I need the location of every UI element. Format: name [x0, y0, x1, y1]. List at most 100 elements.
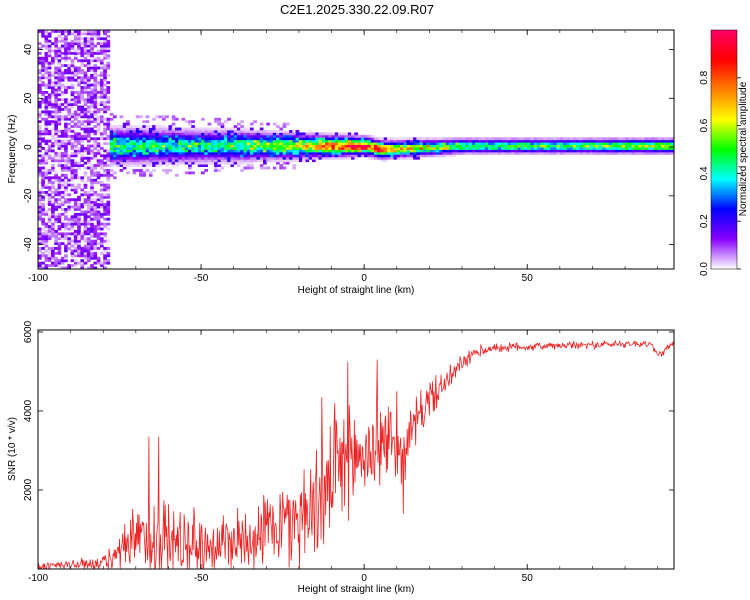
spectrogram-cell	[44, 222, 49, 226]
spectrogram-cell	[462, 137, 466, 141]
spectrogram-cell	[279, 134, 284, 138]
spectrogram-cell	[210, 147, 215, 150]
spectrogram-cell	[158, 156, 163, 160]
spectrogram-cell	[563, 147, 567, 150]
spectrogram-cell	[165, 169, 169, 172]
spectrogram-cell	[250, 129, 254, 133]
spectrogram-cell	[517, 149, 522, 153]
spectrogram-cell	[393, 147, 398, 150]
spectrogram-cell	[191, 129, 195, 133]
spectrogram-cell	[325, 134, 329, 138]
spectrogram-cell	[135, 142, 140, 146]
spectrogram-cell	[99, 237, 104, 241]
spectrogram-cell	[321, 144, 326, 148]
spectrogram-cell	[67, 86, 72, 89]
spectrogram-cell	[152, 117, 156, 121]
spectrogram-cell	[243, 166, 248, 170]
spectrogram-cell	[520, 151, 525, 155]
spectrogram-cell	[142, 139, 147, 143]
spectrogram-cell	[113, 129, 117, 133]
spectrogram-cell	[64, 37, 68, 41]
spectrogram-cell	[243, 156, 248, 160]
spectrogram-cell	[142, 137, 147, 141]
spectrogram-cell	[77, 51, 81, 55]
spectrogram-cell	[51, 144, 55, 148]
spectrogram-cell	[109, 147, 114, 150]
spectrogram-cell	[354, 144, 359, 148]
spectrogram-cell	[99, 198, 104, 202]
spectrogram-cell	[638, 147, 642, 150]
spectrogram-cell	[165, 115, 169, 119]
spectrogram-cell	[77, 49, 81, 53]
spectrogram-cell	[119, 129, 124, 133]
spectrogram-cell	[155, 139, 160, 143]
spectrogram-cell	[634, 151, 639, 155]
spectrogram-cell	[152, 164, 156, 167]
spectrogram-cell	[563, 137, 567, 141]
spectrogram-cell	[520, 144, 525, 148]
spectrogram-cell	[145, 142, 150, 146]
spectrogram-cell	[99, 117, 104, 121]
spectrogram-cell	[44, 95, 49, 99]
spectrogram-cell	[64, 51, 68, 55]
snr-xtick-label: 50	[522, 573, 534, 584]
spectrogram-cell	[103, 56, 107, 60]
spectrogram-cell	[462, 139, 466, 143]
spectrogram-cell	[38, 181, 42, 185]
spectrogram-cell	[592, 144, 597, 148]
spectrogram-cell	[67, 108, 72, 111]
spectrogram-cell	[83, 59, 88, 63]
spectrogram-cell	[181, 117, 186, 121]
spectrogram-cell	[67, 161, 72, 165]
spectrogram-cell	[334, 156, 339, 160]
spectrogram-cell	[60, 108, 65, 111]
spectrogram-cell	[576, 151, 580, 155]
spectrogram-cell	[657, 144, 662, 148]
spectrogram-cell	[83, 171, 88, 175]
spectrogram-cell	[491, 144, 496, 148]
spectrogram-cell	[57, 47, 62, 50]
spectrogram-cell	[67, 193, 72, 197]
spectrogram-cell	[90, 149, 94, 153]
spectrogram-cell	[64, 34, 68, 38]
spectrogram-cell	[507, 139, 512, 143]
spectrogram-cell	[67, 66, 72, 70]
spectrogram-cell	[119, 149, 124, 153]
spectrogram-cell	[38, 132, 42, 136]
spectrogram-cell	[670, 139, 675, 143]
spectrogram-cell	[83, 42, 88, 46]
spectrogram-cell	[54, 208, 58, 211]
spectrogram-cell	[70, 59, 75, 63]
spectrogram-cell	[276, 156, 280, 160]
spectrogram-cell	[64, 69, 68, 72]
spectrogram-cell	[103, 217, 107, 221]
spectrogram-cell	[210, 129, 215, 133]
spectrogram-cell	[377, 154, 381, 158]
spectrogram-cell	[99, 200, 104, 204]
spectrogram-cell	[279, 156, 284, 160]
spectrogram-cell	[386, 144, 391, 148]
spectrogram-cell	[139, 164, 143, 167]
spectrogram-cell	[47, 198, 52, 202]
spectrogram-cell	[80, 164, 85, 167]
spectrogram-cell	[93, 71, 98, 75]
spectrogram-cell	[77, 71, 81, 75]
spectrogram-cell	[184, 120, 189, 124]
spectrogram-cell	[214, 127, 218, 131]
spectrogram-cell	[90, 188, 94, 192]
spectrogram-cell	[403, 151, 407, 155]
spectrogram-cell	[341, 137, 345, 141]
spectrogram-cell	[109, 137, 114, 141]
spectrogram-cell	[54, 112, 58, 116]
spectrogram-cell	[148, 164, 153, 167]
spectrogram-cell	[556, 137, 561, 141]
spectrogram-cell	[70, 183, 75, 187]
spectrogram-cell	[227, 142, 231, 146]
spectrogram-cell	[311, 139, 316, 143]
spectrogram-cell	[99, 205, 104, 209]
spectrogram-cell	[615, 151, 619, 155]
spectrogram-cell	[605, 149, 610, 153]
spectrogram-cell	[246, 144, 251, 148]
spectrogram-cell	[315, 139, 319, 143]
spectrogram-cell	[41, 242, 45, 246]
